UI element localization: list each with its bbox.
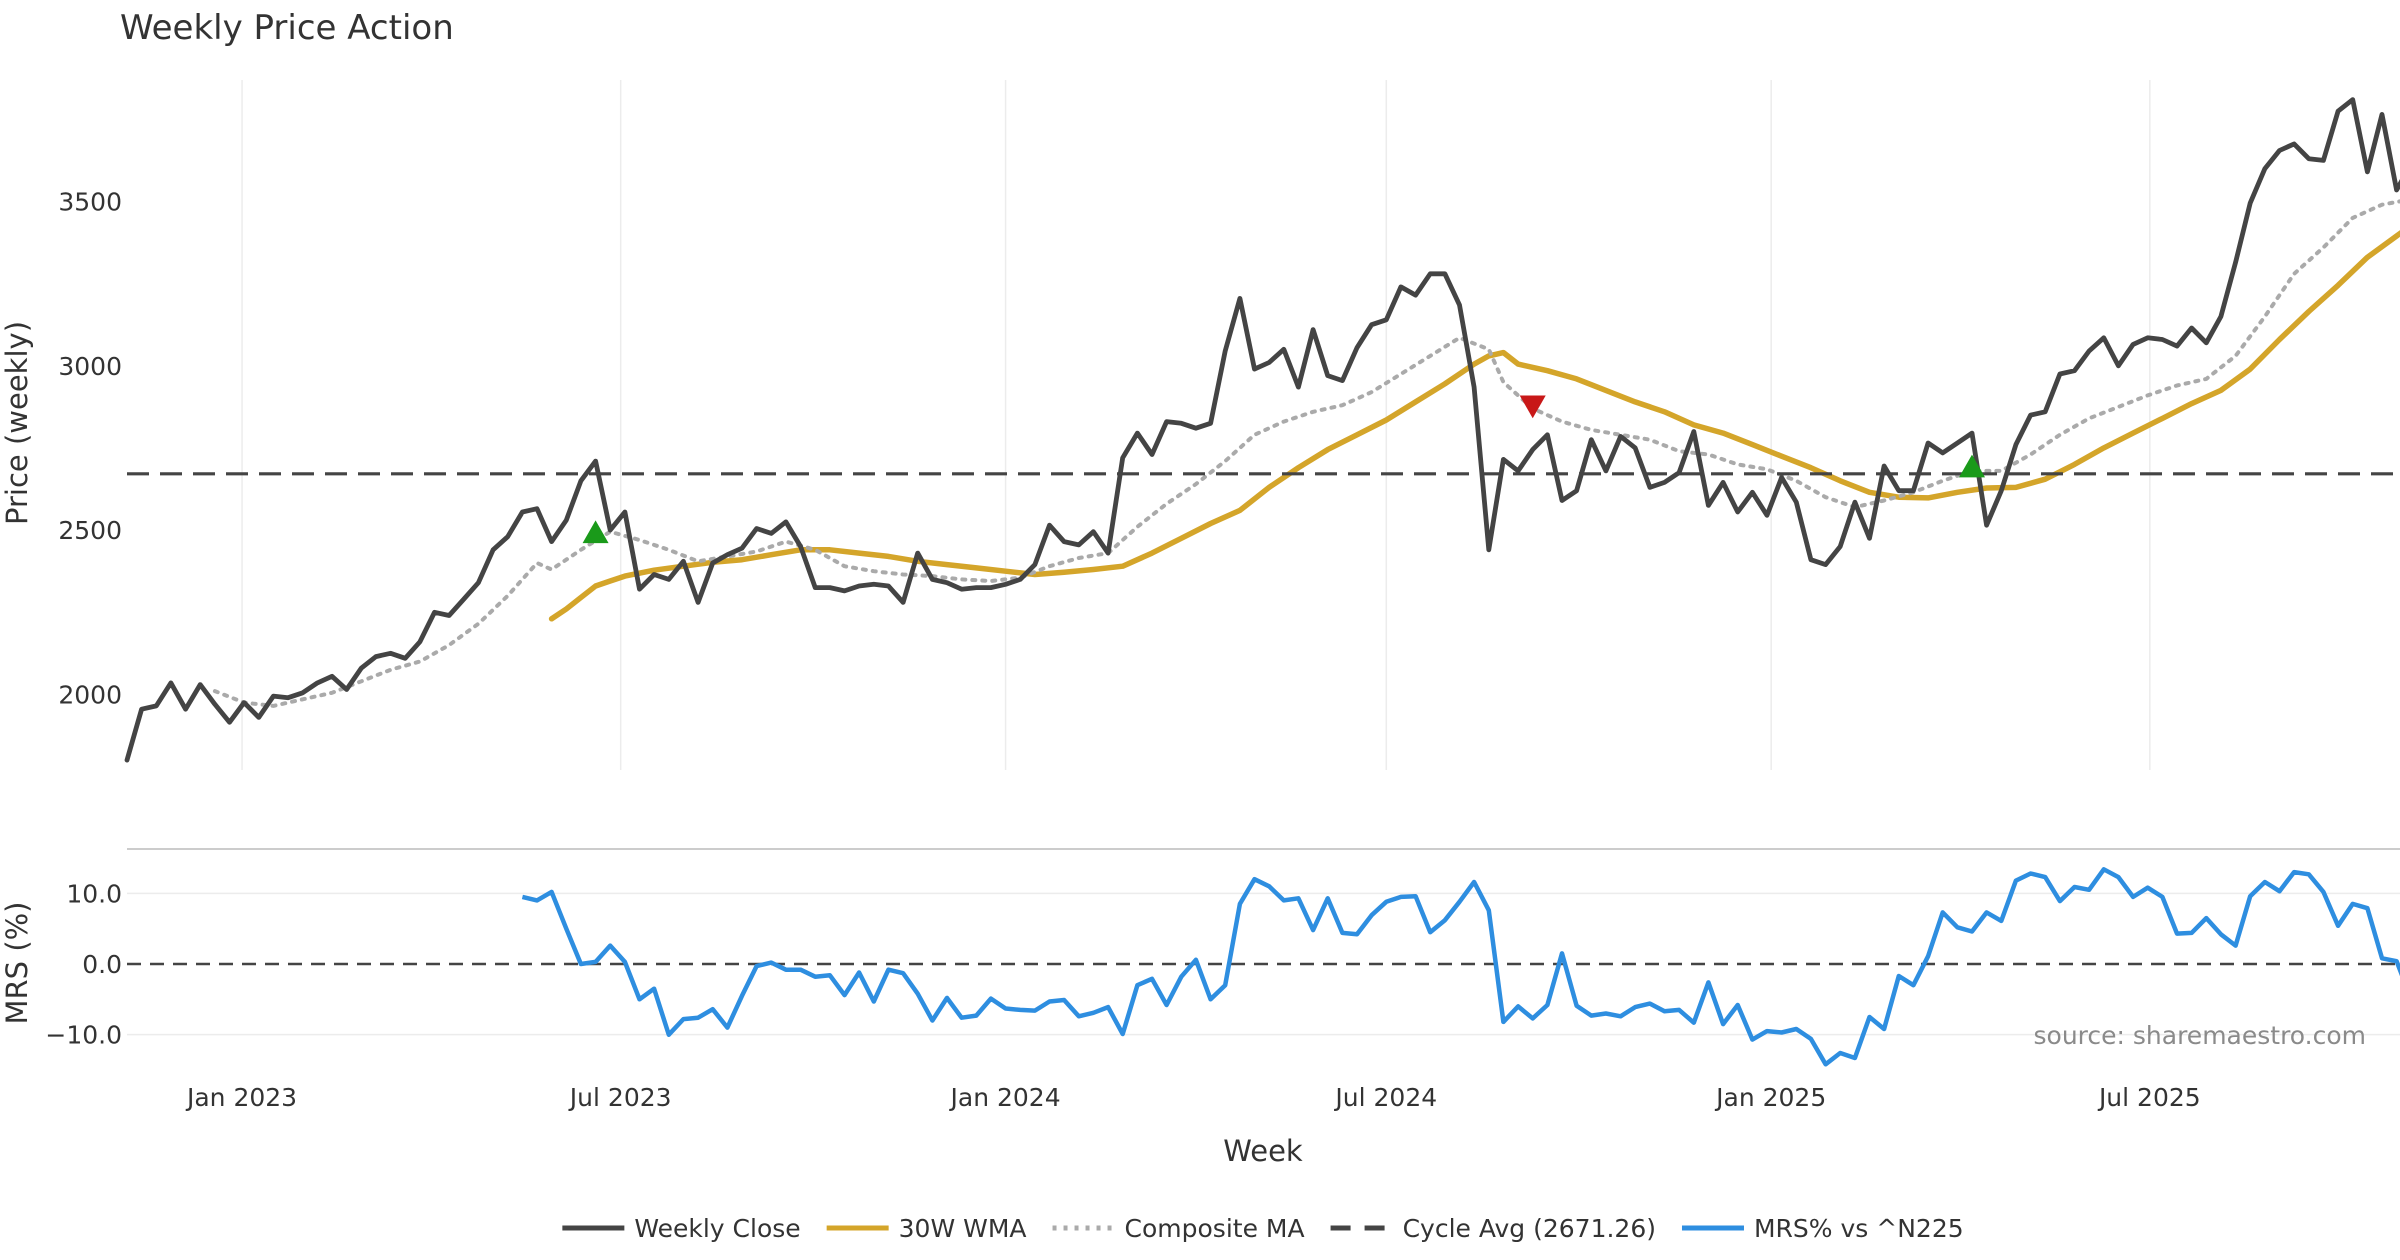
legend-label: 30W WMA bbox=[899, 1214, 1027, 1243]
x-tick-label: Jan 2024 bbox=[949, 1083, 1061, 1112]
buy-signal bbox=[582, 520, 609, 544]
legend-label: MRS% vs ^N225 bbox=[1754, 1214, 1964, 1243]
y-tick-label: 0.0 bbox=[82, 950, 122, 979]
composite-ma-line bbox=[212, 199, 2400, 708]
y-tick-label: 3500 bbox=[58, 187, 122, 216]
x-tick-label: Jul 2023 bbox=[568, 1083, 672, 1112]
legend-label: Cycle Avg (2671.26) bbox=[1403, 1214, 1656, 1243]
source-annotation: source: sharemaestro.com bbox=[2034, 1021, 2367, 1050]
x-axis-title: Week bbox=[1223, 1134, 1303, 1168]
y-tick-label: −10.0 bbox=[45, 1021, 122, 1050]
chart-legend: Weekly Close 30W WMA Composite MA Cycle Avg… bbox=[562, 1214, 1964, 1243]
y-tick-label: 2500 bbox=[58, 516, 122, 545]
price-axis-ticks: 2000 2500 3000 3500 bbox=[58, 187, 122, 709]
legend-label: Composite MA bbox=[1125, 1214, 1305, 1243]
week-axis-ticks: Jan 2023 Jul 2023 Jan 2024 Jul 2024 Jan 2025… bbox=[185, 1083, 2201, 1112]
x-tick-label: Jul 2025 bbox=[2097, 1083, 2201, 1112]
chart-title: Weekly Price Action bbox=[120, 8, 454, 48]
mrs-axis-ticks: 10.0 0.0 −10.0 bbox=[45, 879, 122, 1049]
y-tick-label: 10.0 bbox=[66, 879, 122, 908]
bottom-panel-grid bbox=[127, 892, 2400, 1036]
bottom-panel-series bbox=[127, 867, 2400, 1067]
weekly-close-line bbox=[124, 97, 2400, 763]
buy-signal bbox=[1959, 454, 1985, 478]
x-tick-label: Jul 2024 bbox=[1333, 1083, 1437, 1112]
legend-label: Weekly Close bbox=[634, 1214, 800, 1243]
y-tick-label: 3000 bbox=[58, 352, 122, 381]
sell-signal bbox=[1519, 395, 1546, 419]
y-tick-label: 2000 bbox=[58, 680, 122, 709]
x-tick-label: Jan 2023 bbox=[185, 1083, 297, 1112]
signal-markers bbox=[582, 395, 1985, 544]
top-panel-series bbox=[124, 97, 2400, 763]
y-axis-title-mrs: MRS (%) bbox=[0, 902, 34, 1025]
y-axis-title-price: Price (weekly) bbox=[0, 321, 34, 525]
mrs-line bbox=[521, 867, 2400, 1067]
x-tick-label: Jan 2025 bbox=[1714, 1083, 1826, 1112]
